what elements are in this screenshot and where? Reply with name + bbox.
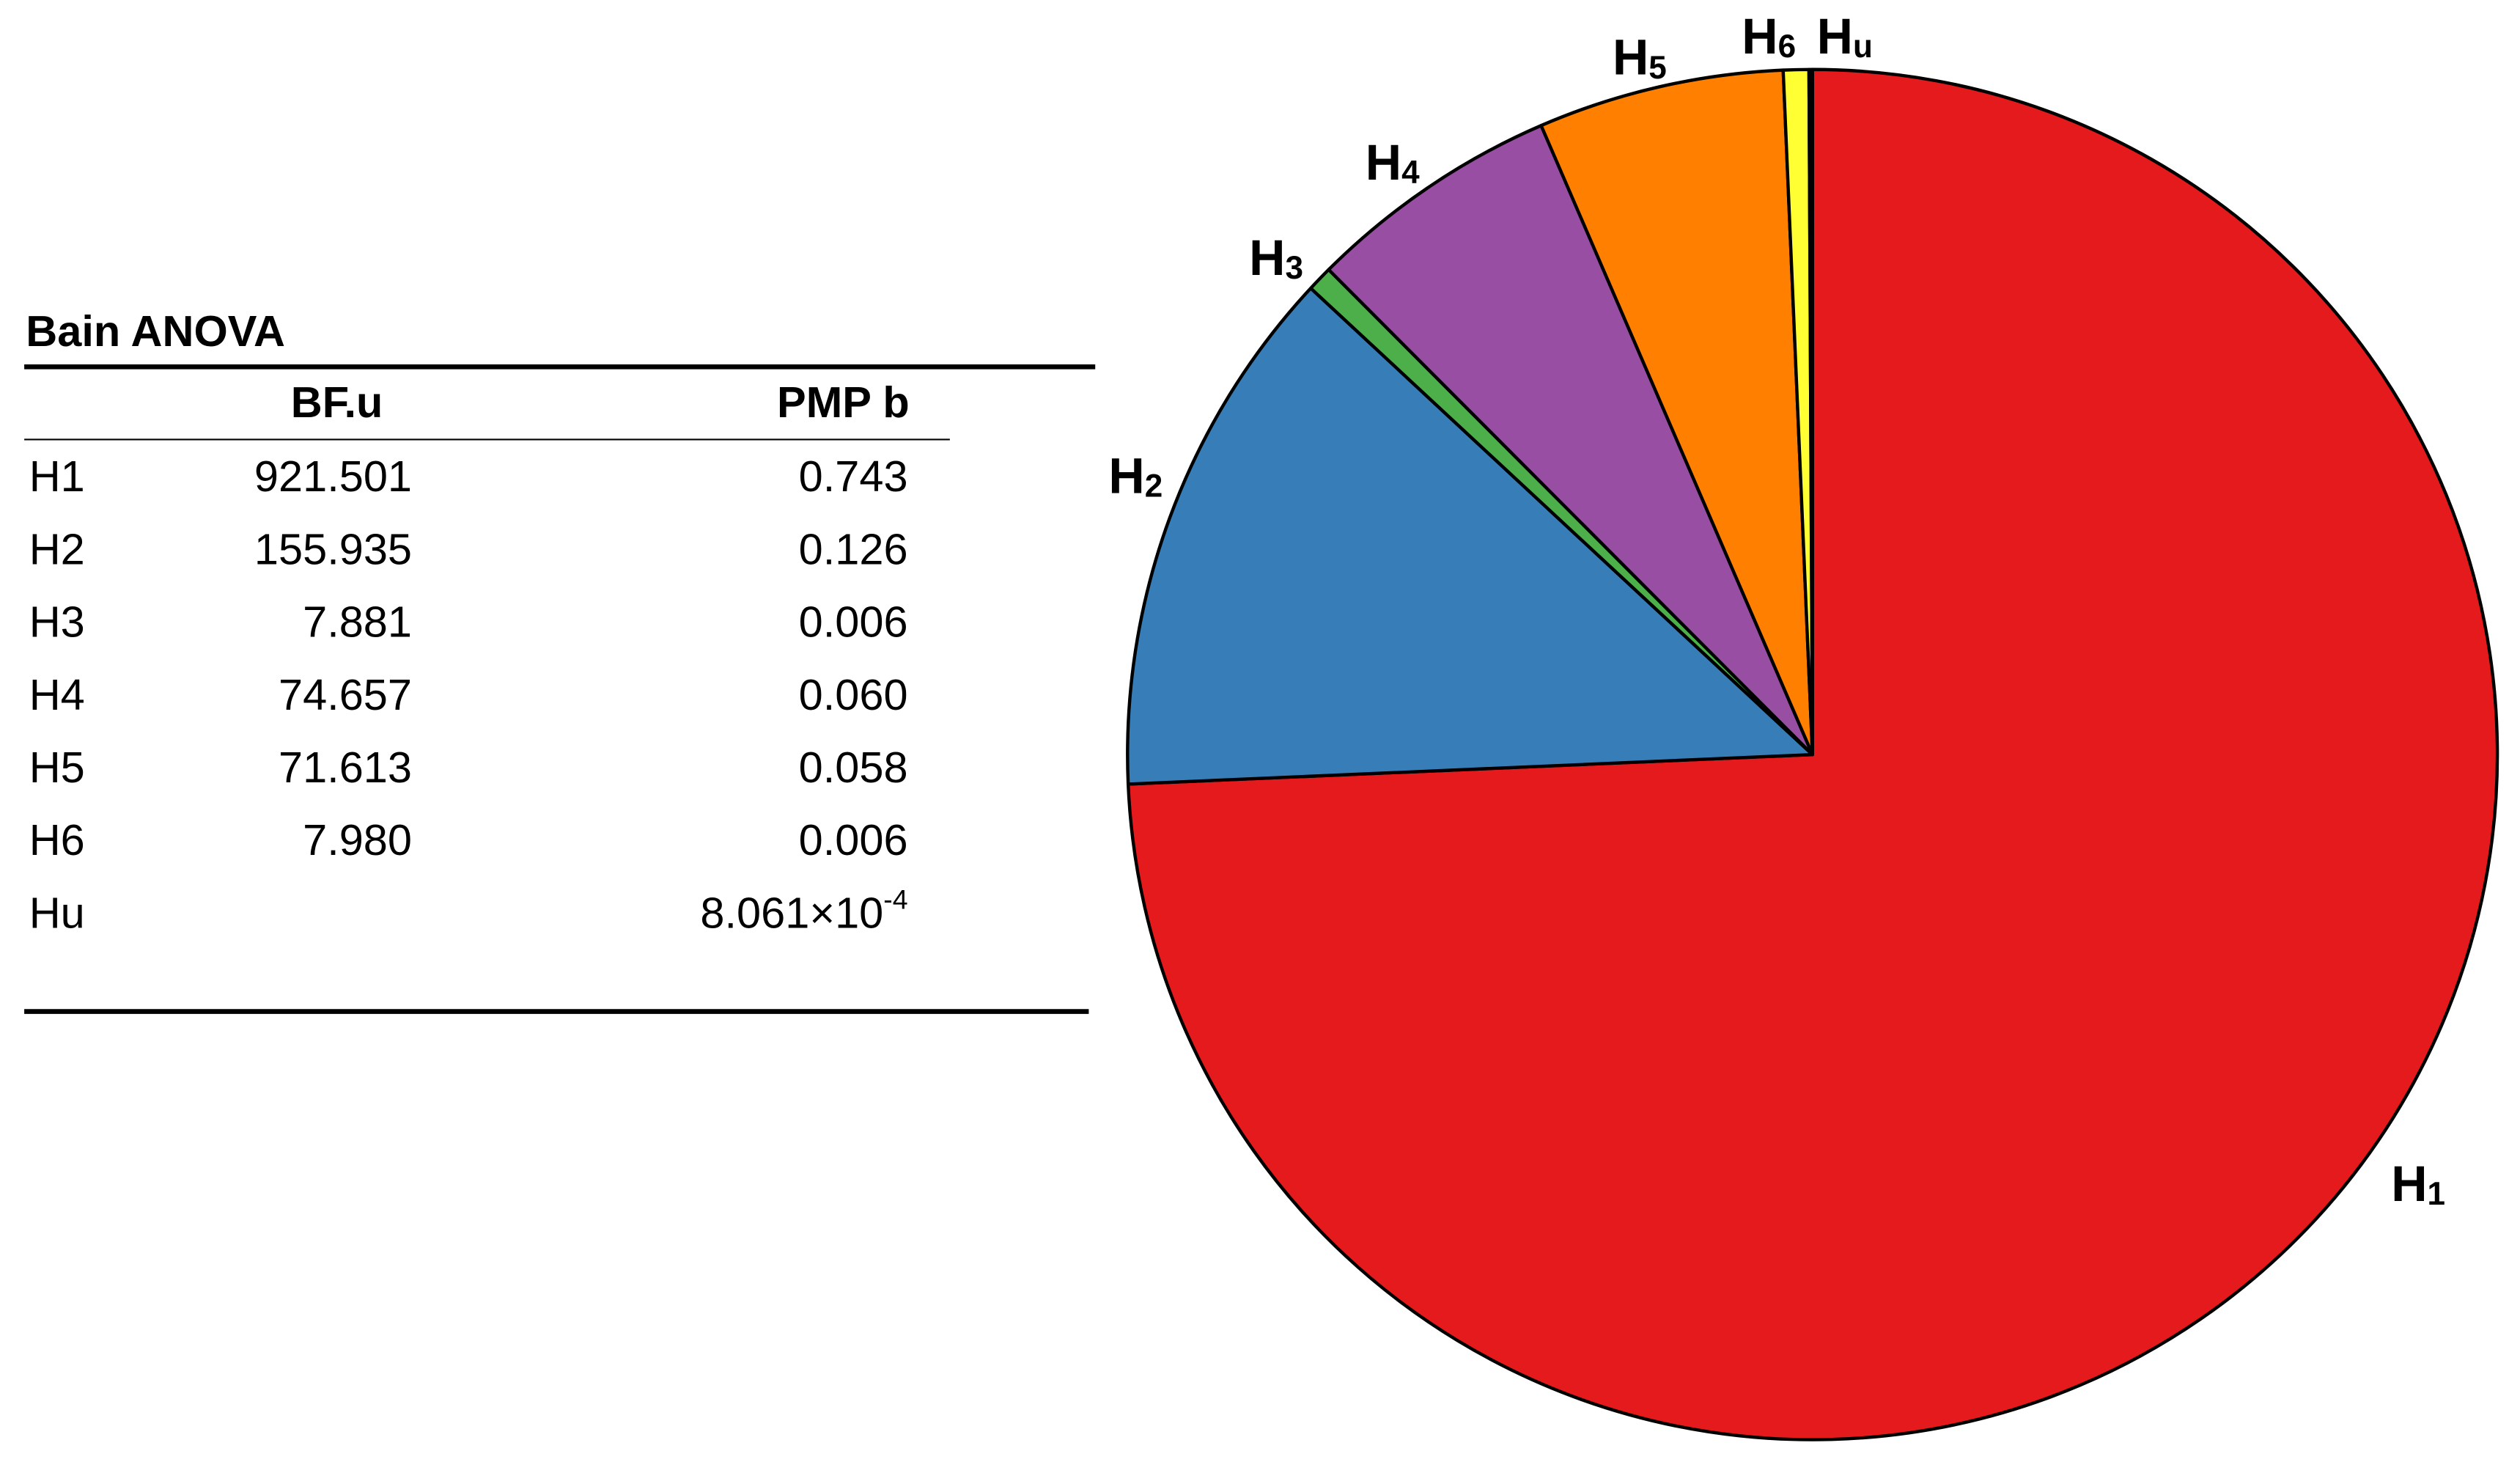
slice-label-main: H [1817,9,1853,65]
slice-label: H1 [2391,1156,2445,1212]
pmp-value: 0.006 [799,598,908,647]
slice-label-sub: 4 [1401,155,1420,191]
pmp-value: 0.006 [799,815,908,864]
slice-label: Hu [1817,9,1873,65]
pmp-value: 8.061×10-4 [700,884,907,938]
slice-label: H6 [1742,9,1796,65]
bf-value: 7.881 [303,598,412,647]
pmp-value: 0.743 [799,452,908,501]
pie-slice [1327,123,1814,757]
column-header: PMP b [777,378,910,427]
bf-value: 155.935 [254,524,412,573]
slice-label-main: H [2391,1156,2427,1212]
row-name: H5 [29,743,85,792]
slice-label: H4 [1366,135,1420,191]
pie-slice [1807,67,1814,757]
pmp-mantissa: 8.061×10 [700,888,883,937]
slice-label-sub: u [1853,29,1873,65]
row-name: H3 [29,598,85,647]
slice-label: H5 [1613,30,1667,86]
slice-label-main: H [1108,449,1144,504]
pmp-value: 0.060 [799,670,908,719]
slice-label-main: H [1742,9,1777,65]
row-name: H6 [29,815,85,864]
row-name: Hu [29,888,85,937]
slice-label-sub: 5 [1648,49,1667,85]
slice-label-sub: 3 [1285,250,1303,286]
row-name: H1 [29,452,85,501]
bf-value: 74.657 [279,670,412,719]
column-header: BF.u [291,378,383,427]
bf-value: 921.501 [254,452,412,501]
slice-label-main: H [1613,30,1648,86]
slice-label-sub: 1 [2428,1175,2446,1211]
pie-slice [1126,286,1814,786]
slice-label-main: H [1366,135,1401,191]
row-name: H2 [29,524,85,573]
slice-label-sub: 6 [1778,29,1797,65]
pmp-value: 0.058 [799,743,908,792]
pmp-exponent: -4 [883,884,907,915]
row-name: H4 [29,670,85,719]
slice-label: H3 [1249,230,1303,286]
pmp-value: 0.126 [799,524,908,573]
slice-label-sub: 2 [1145,468,1163,504]
pie-slice [1539,68,1814,757]
slice-label: H2 [1108,449,1163,504]
bf-value: 71.613 [279,743,412,792]
slice-label-main: H [1249,230,1285,286]
bf-value: 7.980 [303,815,412,864]
table-title: Bain ANOVA [26,306,285,356]
